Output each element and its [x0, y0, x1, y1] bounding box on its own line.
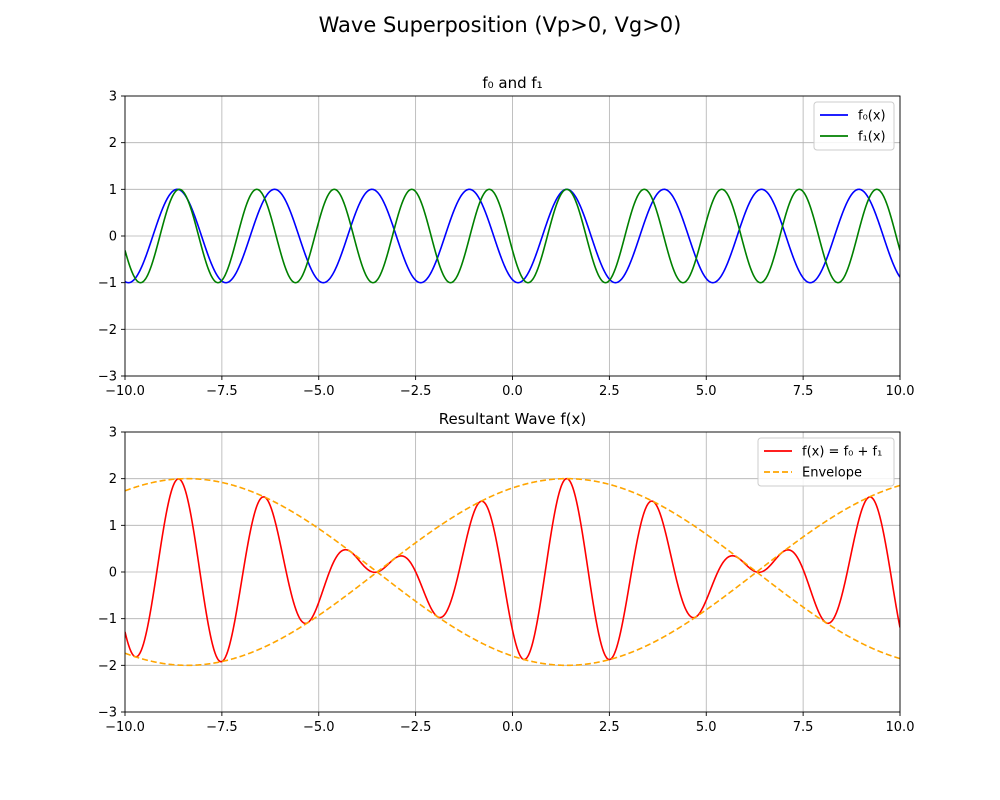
y-tick-label: 0 [109, 566, 117, 581]
series-group [125, 188, 900, 284]
y-tick-label: 2 [109, 472, 117, 487]
x-tick-label: −7.5 [206, 384, 238, 399]
x-tick-label: 0.0 [502, 720, 523, 735]
y-tick-label: 1 [109, 519, 117, 534]
subplot-1: −10.0 −7.5 −5.0 −2.5 0.0 2.5 5.0 7.5 10.0 −3 −2 −1 0… [98, 74, 915, 399]
y-tick-label: 2 [109, 136, 117, 151]
figure-title: Wave Superposition (Vp>0, Vg>0) [319, 13, 682, 37]
series-line-2-1 [125, 477, 900, 663]
x-tick-label: 10.0 [886, 720, 915, 735]
legend: f(x) = f₀ + f₁ Envelope [757, 437, 895, 487]
y-tick-label: −2 [98, 323, 117, 338]
legend-label: Envelope [802, 466, 862, 481]
y-tick-label: 3 [109, 90, 117, 105]
series-line-1-2 [125, 188, 900, 284]
series-line-1-1 [125, 188, 900, 284]
x-tick-label: 2.5 [599, 720, 620, 735]
y-tick-label: 1 [109, 183, 117, 198]
y-tick-label: 3 [109, 426, 117, 441]
y-tick-label: −3 [98, 706, 117, 721]
x-tick-label: −2.5 [400, 720, 432, 735]
x-tick-label: −10.0 [105, 720, 145, 735]
y-tick-label: −1 [98, 612, 117, 627]
x-tick-label: −5.0 [303, 720, 335, 735]
x-tick-label: 5.0 [696, 720, 717, 735]
subplot-title: Resultant Wave f(x) [439, 410, 587, 428]
x-tick-label: 5.0 [696, 384, 717, 399]
legend-label: f(x) = f₀ + f₁ [802, 445, 882, 460]
legend-box [757, 437, 895, 487]
legend-label: f₁(x) [858, 130, 886, 145]
y-tick-label: −1 [98, 276, 117, 291]
series-group [125, 477, 900, 667]
x-tick-label: 0.0 [502, 384, 523, 399]
y-tick-label: −3 [98, 370, 117, 385]
x-tick-label: 2.5 [599, 384, 620, 399]
x-tick-label: −5.0 [303, 384, 335, 399]
subplot-2: −10.0 −7.5 −5.0 −2.5 0.0 2.5 5.0 7.5 10.0 −3 −2 −1 0… [98, 410, 915, 735]
x-tick-label: 10.0 [886, 384, 915, 399]
x-tick-label: 7.5 [793, 384, 814, 399]
x-tick-label: 7.5 [793, 720, 814, 735]
legend-label: f₀(x) [858, 109, 886, 124]
legend-box [813, 101, 895, 151]
x-tick-label: −2.5 [400, 384, 432, 399]
legend: f₀(x) f₁(x) [813, 101, 895, 151]
subplot-title: f₀ and f₁ [482, 74, 542, 92]
y-tick-label: 0 [109, 230, 117, 245]
x-tick-label: −10.0 [105, 384, 145, 399]
x-tick-label: −7.5 [206, 720, 238, 735]
y-tick-label: −2 [98, 659, 117, 674]
